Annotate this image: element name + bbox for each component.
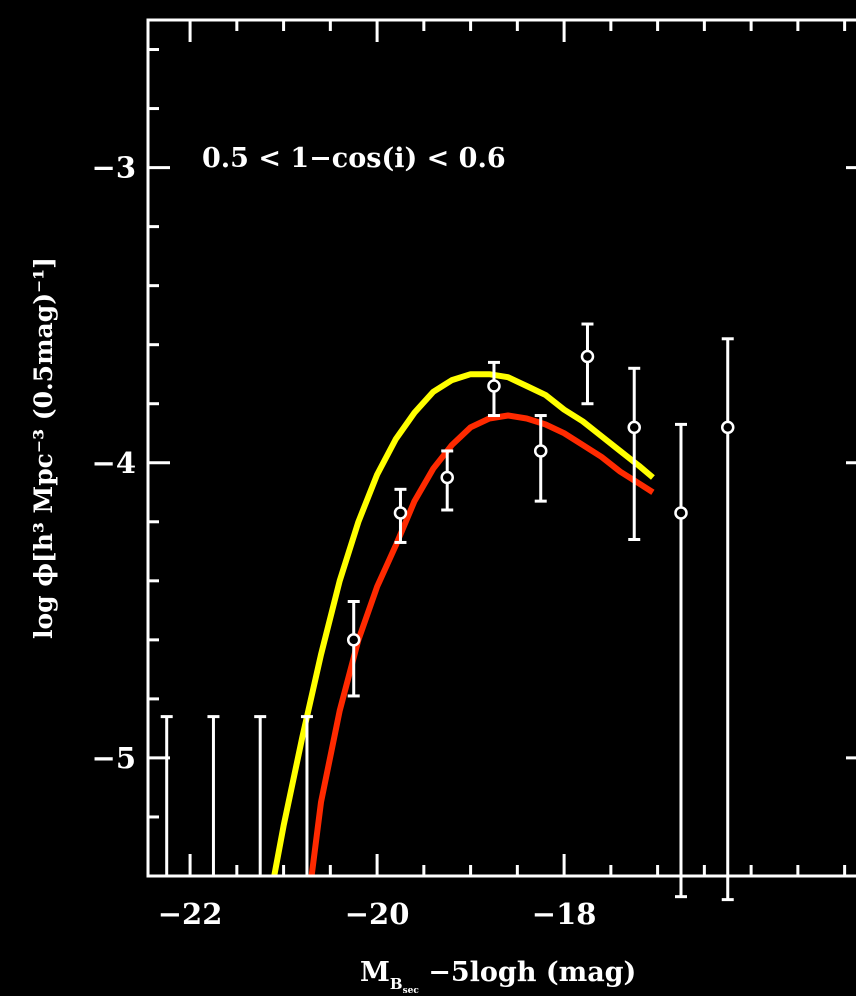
data-point-7	[627, 420, 641, 435]
selection-annotation: 0.5 < 1−cos(i) < 0.6	[202, 143, 506, 174]
x-tick-label: −22	[158, 897, 223, 931]
model-curve-2	[308, 412, 655, 877]
x-tick-label: −20	[345, 897, 410, 931]
model-curves	[271, 371, 655, 877]
x-tick-label: −18	[532, 897, 597, 931]
x-axis-label-subsub: sec	[403, 986, 420, 996]
data-point-5	[533, 444, 548, 458]
axis-ticks	[148, 20, 856, 878]
data-point-4	[487, 379, 501, 393]
model-curve-1	[271, 371, 655, 877]
data-point-1	[346, 633, 361, 647]
error-bars	[160, 322, 734, 902]
x-axis-label-sub: B	[390, 975, 403, 993]
y-axis-label: log ϕ[h³ Mpc⁻³ (0.5mag)⁻¹]	[29, 257, 58, 639]
x-axis-label-M: M	[360, 957, 390, 988]
data-point-2	[393, 506, 408, 520]
x-axis-label: MBsec −5logh (mag)	[360, 957, 636, 996]
data-point-9	[720, 420, 735, 435]
data-point-6	[580, 349, 595, 364]
tick-labels: −22 −20 −18 −3 −4 −5	[92, 151, 597, 931]
y-tick-label: −5	[92, 741, 136, 775]
y-tick-label: −4	[92, 446, 136, 480]
data-point-3	[440, 470, 454, 485]
data-points	[346, 349, 735, 647]
x-axis-label-rest: −5logh (mag)	[419, 957, 636, 988]
y-tick-label: −3	[92, 151, 136, 185]
data-point-8	[674, 506, 688, 520]
plot-frame	[146, 18, 856, 878]
